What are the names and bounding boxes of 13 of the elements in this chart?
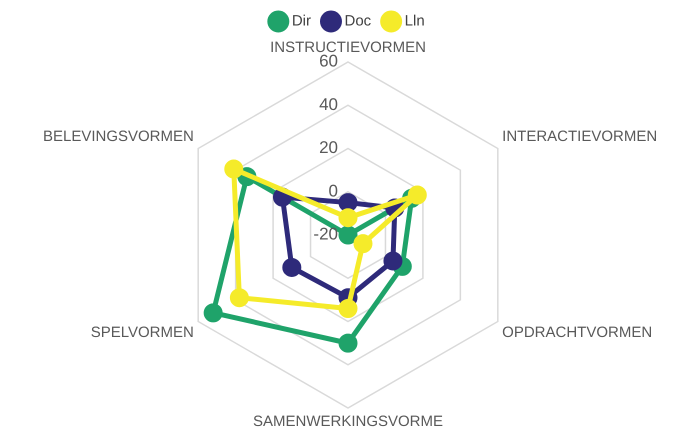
spoke-label: OPDRACHTVORMEN [502, 324, 652, 342]
spoke-label: INTERACTIEVORMEN [502, 128, 658, 146]
spoke-label: SAMENWERKINGSVORME [252, 413, 444, 430]
y-tick-label: 60 [319, 52, 338, 71]
y-tick-label: 20 [319, 138, 338, 158]
y-tick-label: 0 [328, 181, 338, 200]
legend-label: Lln [404, 12, 425, 30]
spoke-label: SPELVORMEN [90, 324, 194, 342]
legend-label: Doc [344, 12, 372, 30]
y-tick-label: -20 [313, 224, 338, 244]
y-tick-label: 40 [319, 94, 338, 114]
spoke-label: BELEVINGSVORMEN [42, 128, 194, 146]
legend-label: Dir [292, 12, 311, 30]
